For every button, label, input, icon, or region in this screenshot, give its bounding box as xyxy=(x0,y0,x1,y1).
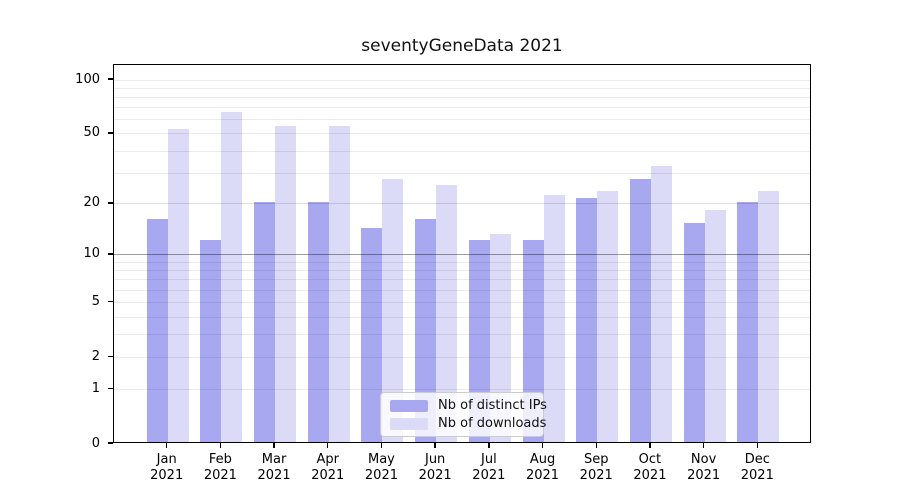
bar-oct-downloads xyxy=(650,166,672,442)
bar-apr-downloads xyxy=(328,125,350,442)
bar-jul-downloads xyxy=(489,233,511,442)
legend-swatch-downloads xyxy=(390,417,428,430)
legend: Nb of distinct IPs Nb of downloads xyxy=(380,392,547,437)
x-tick-feb xyxy=(219,443,222,448)
x-tick-label-nov: Nov 2021 xyxy=(687,452,721,483)
bar-sep-distinct-ips xyxy=(576,198,598,442)
gridline-30 xyxy=(114,172,810,174)
plot-area xyxy=(113,64,811,443)
y-tick-100 xyxy=(108,78,113,80)
y-tick-2 xyxy=(108,355,113,358)
y-tick-0 xyxy=(108,442,113,444)
bar-apr-distinct-ips xyxy=(307,201,329,442)
y-tick-50 xyxy=(108,132,113,134)
y-tick-label-5: 5 xyxy=(91,294,100,310)
x-tick-sep xyxy=(595,443,597,448)
x-tick-label-aug: Aug 2021 xyxy=(525,452,560,483)
x-tick-nov xyxy=(702,443,705,448)
gridline-4 xyxy=(114,316,810,318)
y-tick-1 xyxy=(108,387,113,390)
bar-feb-downloads xyxy=(221,111,243,442)
bar-aug-distinct-ips xyxy=(522,239,544,442)
x-tick-jan xyxy=(165,443,168,448)
y-tick-label-1: 1 xyxy=(91,380,100,396)
x-tick-label-jun: Jun 2021 xyxy=(418,452,452,483)
bar-dec-distinct-ips xyxy=(737,201,759,442)
chart-title: seventyGeneData 2021 xyxy=(361,36,563,56)
bar-dec-downloads xyxy=(758,191,780,442)
bar-mar-distinct-ips xyxy=(254,201,276,442)
bar-jun-downloads xyxy=(436,185,458,442)
gridline-90 xyxy=(114,87,810,89)
gridline-1 xyxy=(114,388,810,390)
bar-jun-distinct-ips xyxy=(415,218,437,442)
x-tick-label-mar: Mar 2021 xyxy=(257,452,291,483)
x-tick-dec xyxy=(756,443,758,448)
gridline-40 xyxy=(114,150,810,152)
legend-item-distinct-ips: Nb of distinct IPs xyxy=(390,398,547,413)
x-tick-label-jul: Jul 2021 xyxy=(472,452,506,483)
gridline-100 xyxy=(114,79,810,81)
x-tick-may xyxy=(380,443,383,448)
gridline-10 xyxy=(114,254,810,256)
bar-nov-downloads xyxy=(704,209,726,442)
x-tick-label-may: May 2021 xyxy=(364,452,398,483)
gridline-70 xyxy=(114,107,810,109)
gridline-6 xyxy=(114,290,810,292)
bar-aug-downloads xyxy=(543,194,565,442)
gridline-20 xyxy=(114,203,810,205)
y-tick-label-0: 0 xyxy=(91,435,100,451)
gridline-7 xyxy=(114,279,810,281)
y-tick-5 xyxy=(108,300,113,303)
legend-label-distinct-ips: Nb of distinct IPs xyxy=(438,398,547,413)
gridline-5 xyxy=(114,302,810,304)
bar-jan-distinct-ips xyxy=(146,218,168,442)
bar-jul-distinct-ips xyxy=(468,239,490,442)
y-tick-label-50: 50 xyxy=(83,125,100,141)
x-tick-apr xyxy=(327,443,329,448)
y-tick-10 xyxy=(108,253,113,255)
bar-sep-downloads xyxy=(597,191,619,442)
x-tick-label-sep: Sep 2021 xyxy=(579,452,613,483)
y-tick-label-10: 10 xyxy=(83,246,100,262)
bar-jan-downloads xyxy=(167,128,189,442)
bar-oct-distinct-ips xyxy=(629,179,651,442)
gridline-2 xyxy=(114,356,810,358)
x-tick-label-oct: Oct 2021 xyxy=(633,452,667,483)
y-tick-label-2: 2 xyxy=(91,348,100,364)
bar-feb-distinct-ips xyxy=(200,239,222,442)
bar-nov-distinct-ips xyxy=(683,223,705,442)
x-tick-label-jan: Jan 2021 xyxy=(150,452,184,483)
gridline-60 xyxy=(114,119,810,121)
gridline-8 xyxy=(114,270,810,272)
y-tick-label-100: 100 xyxy=(75,71,100,87)
bar-mar-downloads xyxy=(275,125,297,442)
x-tick-mar xyxy=(273,443,275,448)
gridline-50 xyxy=(114,133,810,135)
y-tick-label-20: 20 xyxy=(83,195,100,211)
legend-swatch-distinct-ips xyxy=(390,399,428,412)
gridline-9 xyxy=(114,261,810,263)
x-tick-oct xyxy=(649,443,651,448)
bar-may-distinct-ips xyxy=(361,228,383,442)
x-tick-label-apr: Apr 2021 xyxy=(311,452,345,483)
y-tick-20 xyxy=(108,202,113,204)
x-tick-label-feb: Feb 2021 xyxy=(203,452,237,483)
bar-may-downloads xyxy=(382,179,404,442)
gridline-3 xyxy=(114,334,810,336)
x-tick-aug xyxy=(541,443,544,448)
x-tick-jul xyxy=(488,443,490,448)
legend-item-downloads: Nb of downloads xyxy=(390,416,546,431)
x-tick-label-dec: Dec 2021 xyxy=(740,452,774,483)
legend-label-downloads: Nb of downloads xyxy=(438,416,547,431)
x-tick-jun xyxy=(434,443,436,448)
gridline-80 xyxy=(114,96,810,98)
